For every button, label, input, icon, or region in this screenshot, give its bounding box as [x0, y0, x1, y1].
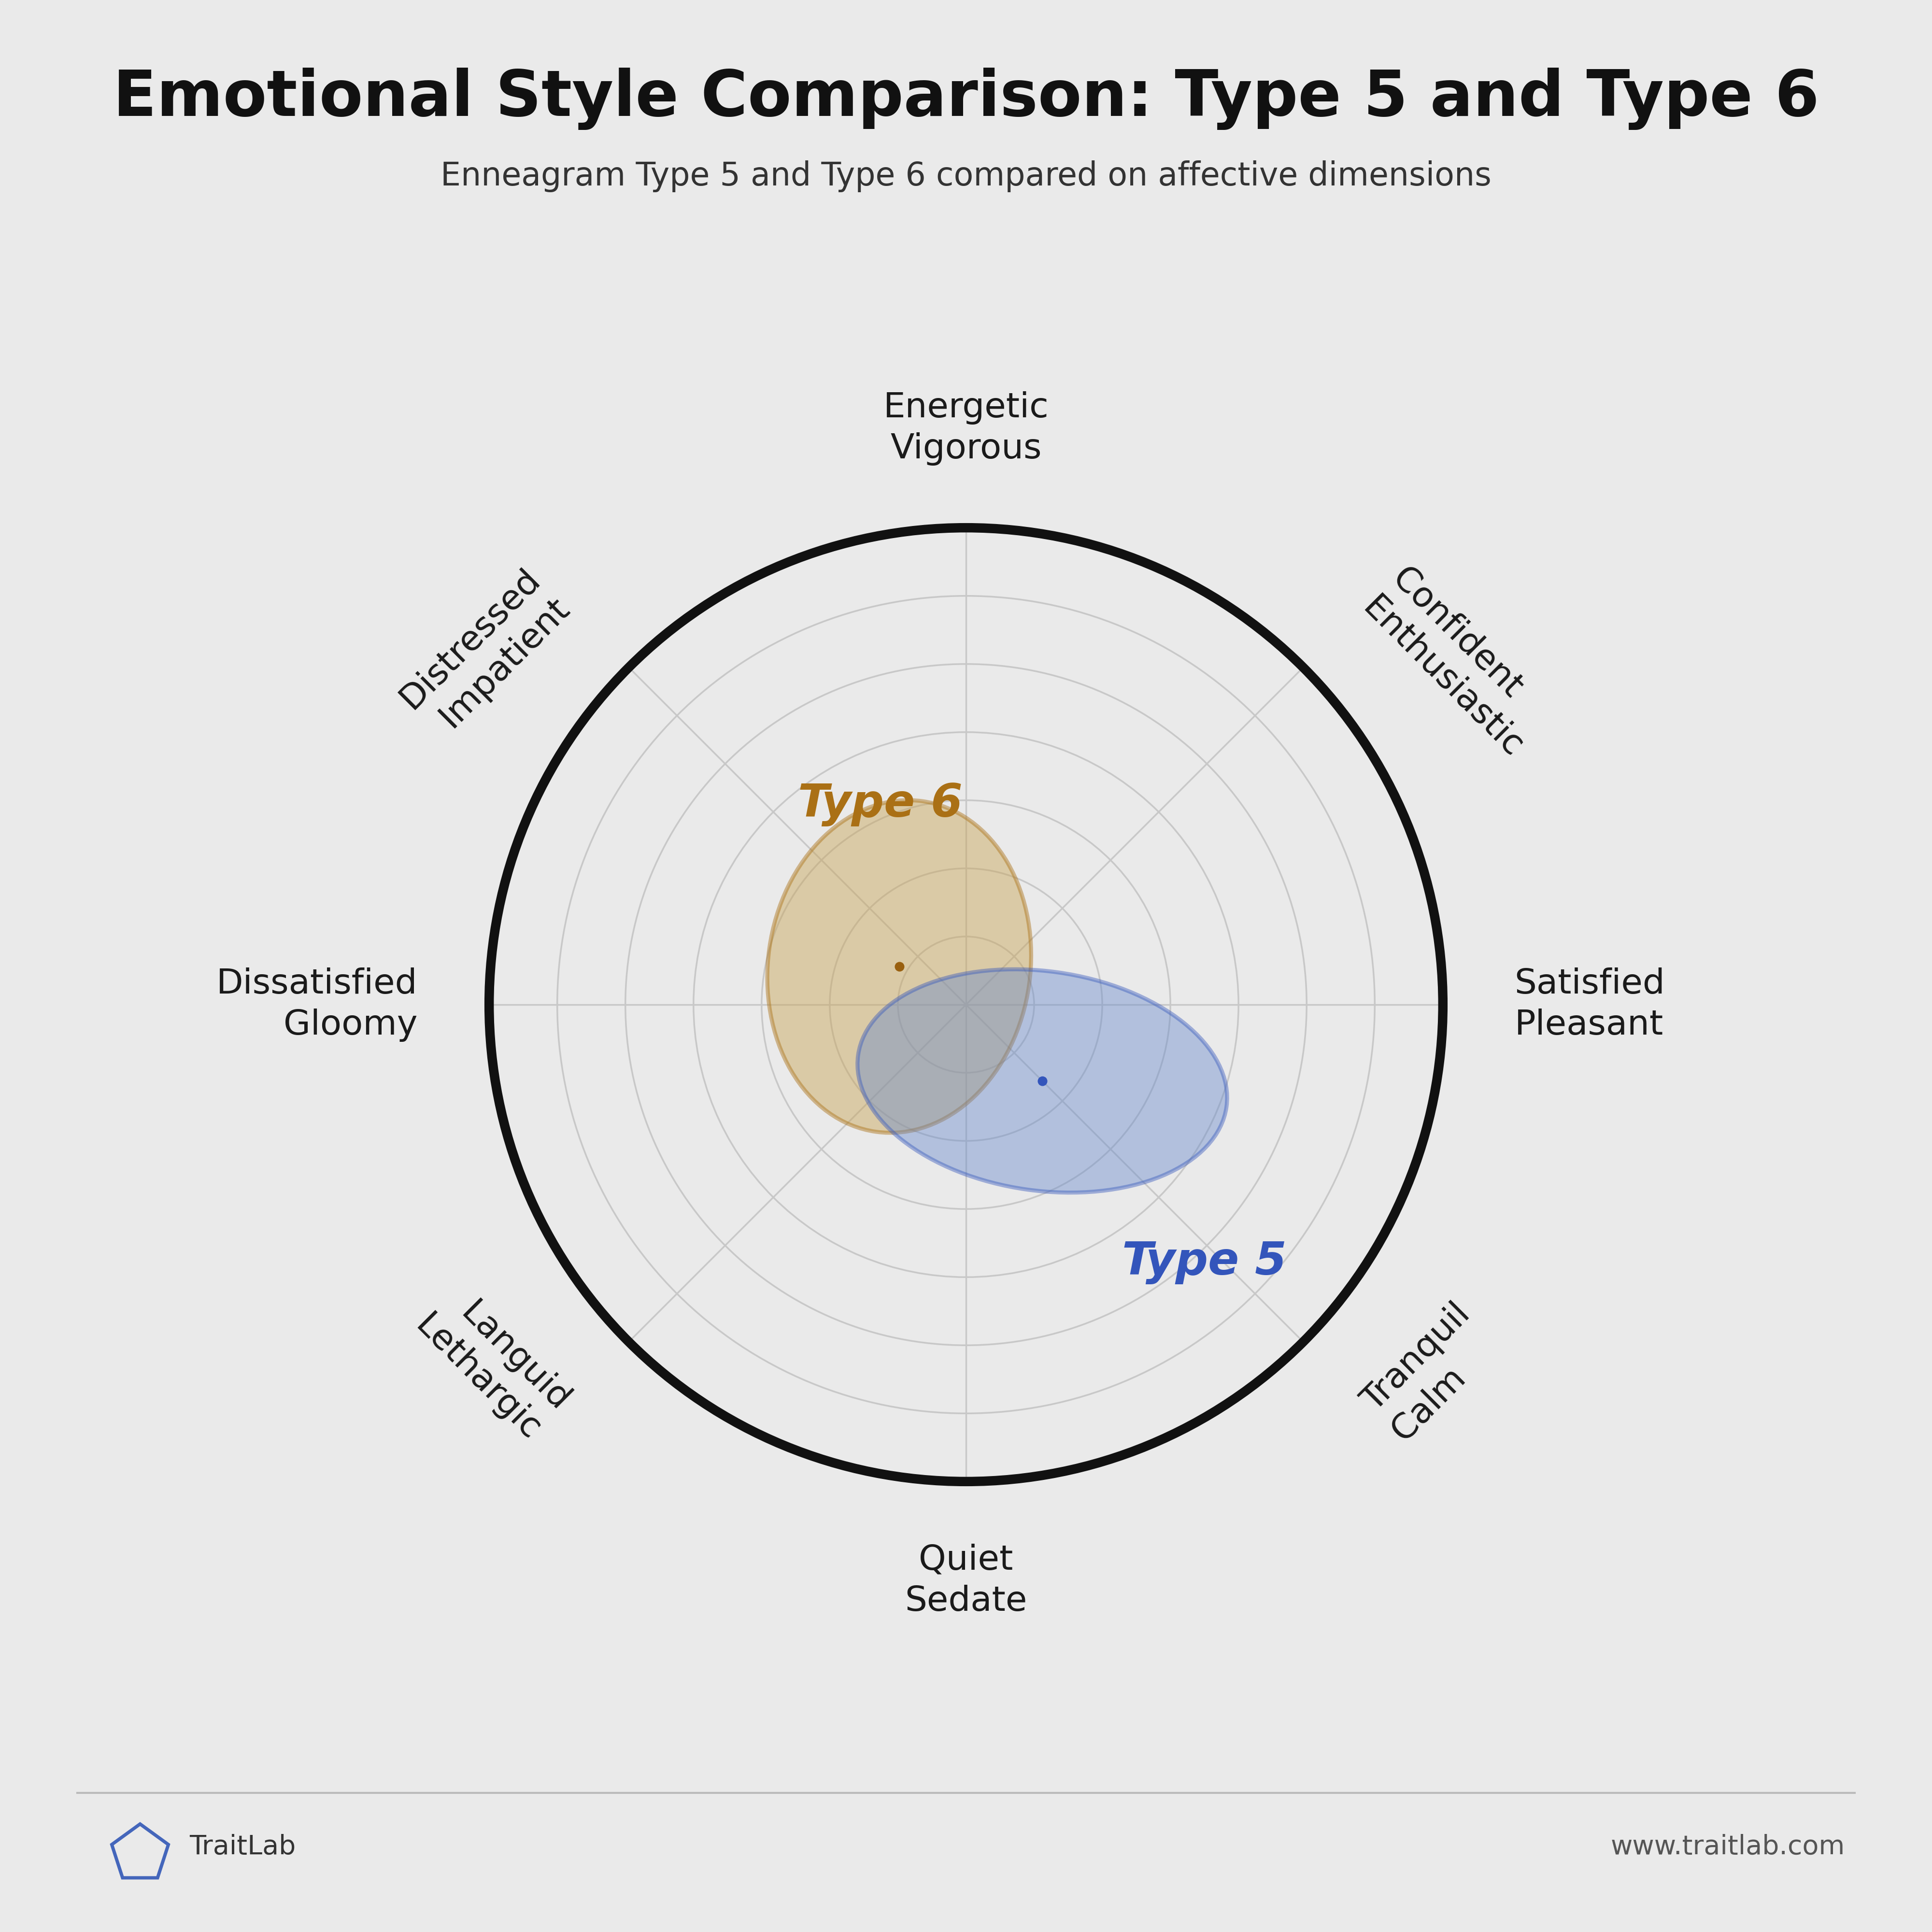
Ellipse shape — [858, 970, 1227, 1192]
Text: Enneagram Type 5 and Type 6 compared on affective dimensions: Enneagram Type 5 and Type 6 compared on … — [440, 160, 1492, 193]
Point — [883, 951, 914, 981]
Text: www.traitlab.com: www.traitlab.com — [1611, 1833, 1845, 1861]
Text: TraitLab: TraitLab — [189, 1833, 296, 1861]
Text: Quiet
Sedate: Quiet Sedate — [904, 1544, 1028, 1617]
Text: Tranquil
Calm: Tranquil Calm — [1356, 1298, 1505, 1447]
Text: Energetic
Vigorous: Energetic Vigorous — [883, 392, 1049, 466]
Text: Dissatisfied
Gloomy: Dissatisfied Gloomy — [216, 968, 417, 1041]
Text: Satisfied
Pleasant: Satisfied Pleasant — [1515, 968, 1665, 1041]
Point — [1026, 1065, 1057, 1095]
Text: Type 5: Type 5 — [1122, 1240, 1287, 1285]
Text: Emotional Style Comparison: Type 5 and Type 6: Emotional Style Comparison: Type 5 and T… — [112, 68, 1820, 129]
Text: Distressed
Impatient: Distressed Impatient — [394, 562, 576, 744]
Text: Type 6: Type 6 — [798, 782, 962, 827]
Text: Languid
Lethargic: Languid Lethargic — [408, 1279, 576, 1447]
Text: Confident
Enthusiastic: Confident Enthusiastic — [1356, 562, 1559, 765]
Ellipse shape — [767, 800, 1032, 1132]
